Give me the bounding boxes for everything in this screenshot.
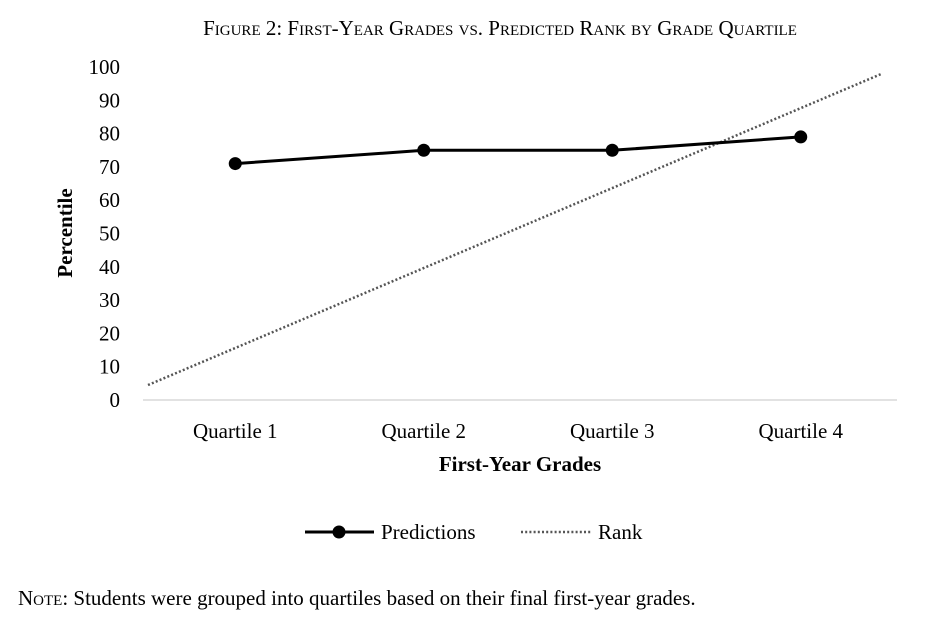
predictions-point — [794, 130, 808, 144]
figure-note: Note: Students were grouped into quartil… — [18, 586, 696, 611]
legend-predictions-label: Predictions — [381, 520, 476, 544]
x-axis-title: First-Year Grades — [439, 452, 601, 476]
y-tick-label: 50 — [99, 222, 120, 246]
y-tick-label: 20 — [99, 321, 120, 345]
x-category-label: Quartile 4 — [758, 419, 843, 443]
legend-predictions-marker — [332, 525, 346, 539]
y-tick-label: 30 — [99, 288, 120, 312]
y-tick-label: 90 — [99, 88, 120, 112]
y-tick-label: 70 — [99, 155, 120, 179]
x-category-label: Quartile 1 — [193, 419, 278, 443]
y-tick-label: 100 — [89, 55, 121, 79]
y-tick-label: 80 — [99, 122, 120, 146]
predictions-point — [417, 143, 431, 157]
predictions-point — [228, 157, 242, 171]
x-axis-categories: Quartile 1 Quartile 2 Quartile 3 Quartile 4 — [193, 419, 844, 443]
chart-title: Figure 2: First-Year Grades vs. Predicte… — [203, 16, 797, 40]
predictions-point — [605, 143, 619, 157]
y-tick-label: 10 — [99, 355, 120, 379]
y-axis-ticks: 0 10 20 30 40 50 60 70 80 90 100 — [89, 55, 121, 412]
rank-series-line — [147, 72, 883, 387]
note-lead: Note: — [18, 586, 69, 610]
note-text: Students were grouped into quartiles bas… — [68, 586, 696, 610]
y-tick-label: 40 — [99, 255, 120, 279]
x-category-label: Quartile 2 — [381, 419, 466, 443]
legend: Predictions Rank — [305, 520, 643, 544]
y-tick-label: 60 — [99, 188, 120, 212]
y-tick-label: 0 — [110, 388, 121, 412]
x-category-label: Quartile 3 — [570, 419, 655, 443]
y-axis-title: Percentile — [53, 188, 77, 277]
series-layer — [147, 72, 883, 387]
legend-rank-label: Rank — [598, 520, 643, 544]
predictions-series-line — [235, 135, 801, 166]
